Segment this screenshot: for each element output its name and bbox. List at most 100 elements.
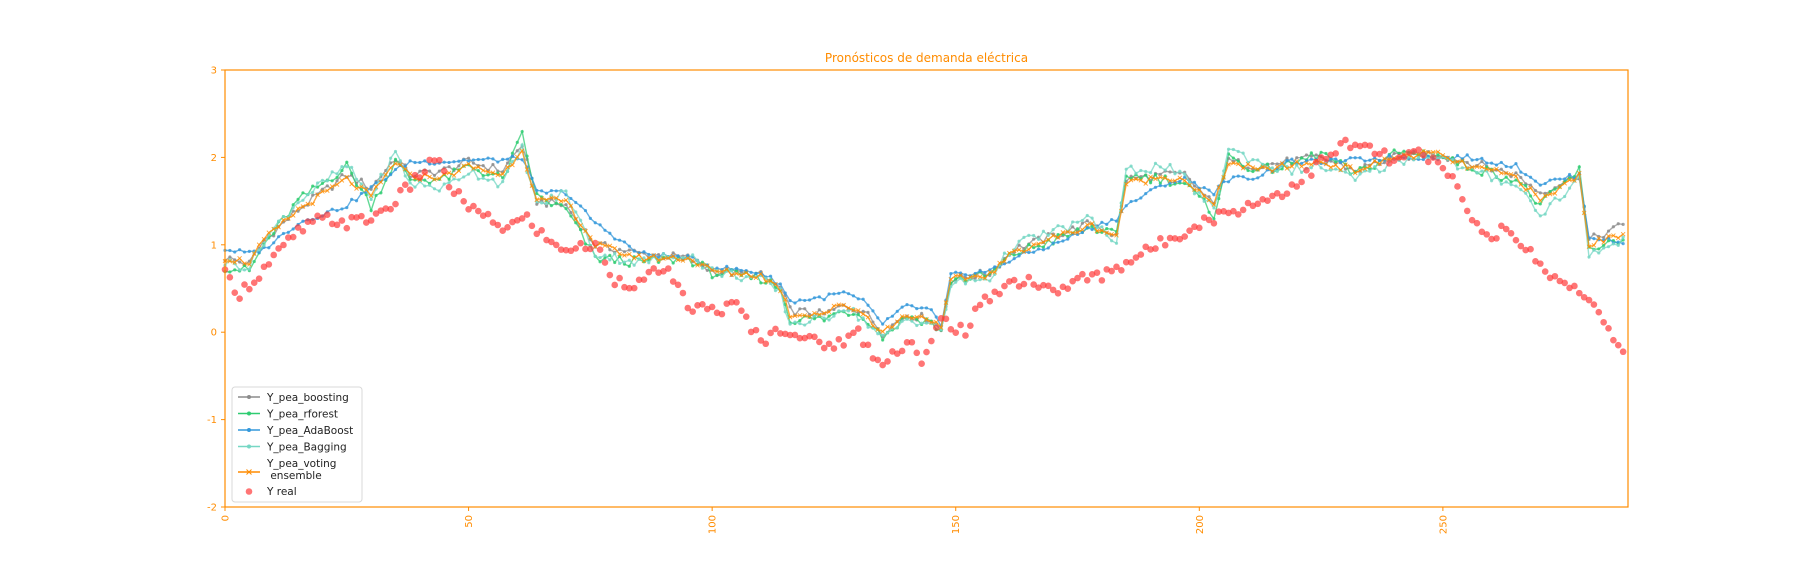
y-real-point <box>1025 273 1033 281</box>
series-point <box>369 185 373 189</box>
series-point <box>832 314 836 318</box>
series-point <box>271 226 277 232</box>
series-point <box>471 161 476 165</box>
series-point <box>1148 170 1153 175</box>
series-point <box>325 184 329 188</box>
y-real-point <box>811 333 818 341</box>
series-point <box>866 325 870 329</box>
series-point <box>987 269 993 275</box>
series-point <box>267 246 271 250</box>
y-real-point <box>1395 154 1403 161</box>
y-real-point <box>1537 260 1544 267</box>
y-real-point <box>626 284 633 292</box>
series-point <box>1012 257 1016 261</box>
series-point <box>1358 172 1362 176</box>
series-point <box>369 208 373 213</box>
y-real-point <box>952 329 960 336</box>
y-real-point <box>231 289 239 297</box>
series-point <box>860 311 866 317</box>
series-point <box>1192 180 1197 184</box>
series-point <box>798 321 802 326</box>
series-point <box>1055 235 1061 240</box>
series-point <box>1182 178 1188 183</box>
series-point <box>1508 172 1514 177</box>
series-point <box>588 216 592 220</box>
series-point <box>593 254 597 259</box>
legend-item: Y real <box>245 486 297 498</box>
series-point <box>943 300 949 305</box>
y-real-point <box>1347 144 1354 152</box>
series-point <box>734 276 739 280</box>
series-point <box>345 205 349 210</box>
series-line <box>224 142 1624 336</box>
y-real-point <box>387 205 394 213</box>
series-point <box>1323 161 1329 167</box>
series-point <box>1514 178 1518 182</box>
series-point <box>1270 166 1274 170</box>
series-point <box>1504 175 1508 179</box>
y-real-point <box>859 341 867 349</box>
series-point <box>807 298 812 302</box>
series-point <box>1129 164 1133 168</box>
series-point <box>476 169 480 173</box>
series-point <box>384 177 388 181</box>
y-real-point <box>640 276 648 283</box>
y-real-point <box>937 315 945 322</box>
series-point <box>870 323 876 329</box>
series-point <box>734 266 739 270</box>
series-point <box>676 254 680 258</box>
series-point <box>948 276 954 282</box>
series-point <box>817 308 821 312</box>
legend-marker <box>245 488 253 495</box>
series-point <box>1524 183 1528 188</box>
y-tick-label: -2 <box>207 503 217 514</box>
series-point <box>1601 240 1606 245</box>
series-point <box>1334 167 1338 171</box>
series-point <box>803 323 807 327</box>
series-point <box>1435 149 1441 155</box>
y-real-point <box>1502 225 1510 233</box>
y-real-point <box>562 246 570 254</box>
series-point <box>481 163 485 168</box>
series-point <box>846 313 851 317</box>
series-point <box>900 305 904 309</box>
series-point <box>393 149 398 154</box>
series-point <box>1110 227 1114 231</box>
y-real-point <box>319 214 326 221</box>
series-point <box>544 201 549 206</box>
series-point <box>1382 168 1387 173</box>
series-point <box>924 317 929 322</box>
series-point <box>1250 165 1256 170</box>
series-point <box>1231 156 1236 160</box>
series-point <box>1475 157 1479 162</box>
series-point <box>457 164 461 168</box>
series-point <box>1314 153 1318 157</box>
series-point <box>461 163 467 169</box>
series-point <box>1207 195 1211 199</box>
series-point <box>520 129 524 134</box>
y-real-point <box>587 245 594 253</box>
series-point <box>1363 159 1367 163</box>
series-point <box>432 187 437 191</box>
series-point <box>793 320 797 324</box>
series-point <box>608 231 612 235</box>
series-point <box>1509 175 1513 179</box>
series-point <box>856 313 860 317</box>
y-real-point <box>523 211 531 218</box>
series-point <box>686 254 690 258</box>
y-real-point <box>777 330 784 337</box>
series-point <box>359 191 364 195</box>
series-point <box>744 274 748 279</box>
series-point <box>1114 219 1119 223</box>
y-real-point <box>304 218 312 226</box>
series-point <box>374 193 378 197</box>
series-point <box>1041 245 1046 249</box>
y-real-point <box>1312 158 1320 166</box>
legend-marker <box>247 444 251 449</box>
series-point <box>1542 193 1548 199</box>
series-point <box>569 214 573 218</box>
series-point <box>743 270 749 275</box>
y-real-point <box>367 217 375 224</box>
y-real-point <box>679 289 687 297</box>
series-point <box>1192 192 1197 196</box>
